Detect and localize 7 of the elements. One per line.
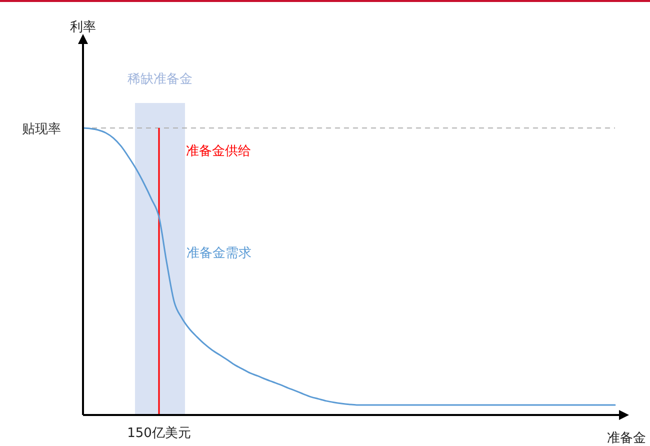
- text: 150亿美元: [127, 425, 191, 441]
- annotation: 准备金供给: [186, 144, 251, 159]
- x-axis-title: 准备金: [607, 431, 646, 446]
- text: 利率: [70, 19, 96, 35]
- series-label: 准备金需求: [186, 246, 252, 262]
- text: 稀缺准备金: [128, 72, 192, 87]
- ref-line-label: 贴现率: [22, 121, 61, 137]
